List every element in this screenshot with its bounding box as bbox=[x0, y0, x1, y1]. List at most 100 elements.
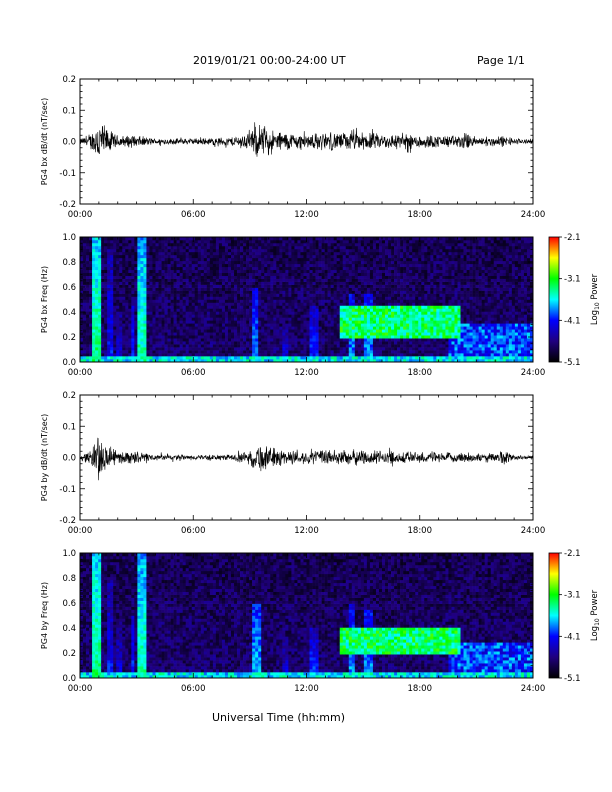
spectrogram-cell bbox=[95, 296, 99, 300]
spectrogram-cell bbox=[197, 314, 202, 318]
spectrogram-cell bbox=[237, 269, 241, 274]
spectrogram-cell bbox=[279, 296, 283, 300]
spectrogram-cell bbox=[191, 281, 196, 285]
spectrogram-cell bbox=[309, 263, 313, 268]
spectrogram-cell bbox=[227, 239, 232, 244]
spectrogram-cell bbox=[240, 359, 244, 363]
spectrogram-cell bbox=[185, 356, 190, 360]
spectrogram-cell bbox=[345, 260, 350, 265]
spectrogram-cell bbox=[176, 266, 180, 271]
spectrogram-cell bbox=[409, 305, 413, 309]
spectrogram-cell bbox=[140, 242, 144, 247]
spectrogram-cell bbox=[357, 239, 362, 244]
spectrogram-cell bbox=[182, 317, 186, 321]
spectrogram-cell bbox=[113, 344, 117, 348]
spectrogram-cell bbox=[321, 266, 325, 271]
spectrogram-cell bbox=[285, 332, 289, 336]
spectrogram-cell bbox=[321, 278, 325, 282]
spectrogram-cell bbox=[95, 248, 99, 253]
spectrogram-cell bbox=[164, 269, 168, 274]
spectrogram-cell bbox=[357, 260, 362, 265]
spectrogram-cell bbox=[415, 281, 419, 285]
spectrogram-cell bbox=[182, 356, 186, 360]
spectrogram-cell bbox=[300, 275, 304, 279]
spectrogram-cell bbox=[255, 257, 259, 262]
spectrogram-cell bbox=[179, 239, 183, 244]
spectrogram-cell bbox=[394, 251, 398, 256]
spectrogram-cell bbox=[357, 317, 362, 321]
spectrogram-cell bbox=[161, 266, 165, 271]
spectrogram-cell bbox=[98, 347, 102, 351]
spectrogram-cell bbox=[176, 251, 180, 256]
spectrogram-cell bbox=[378, 284, 383, 288]
spectrogram-cell bbox=[137, 347, 141, 351]
spectrogram-cell bbox=[107, 266, 111, 271]
spectrogram-cell bbox=[348, 305, 353, 309]
spectrogram-cell bbox=[342, 287, 347, 291]
spectrogram-cell bbox=[137, 251, 141, 256]
spectrogram-cell bbox=[200, 254, 205, 259]
spectrogram-cell bbox=[149, 308, 153, 312]
spectrogram-cell bbox=[86, 284, 90, 288]
spectrogram-cell bbox=[116, 353, 120, 357]
spectrogram-cell bbox=[182, 323, 186, 327]
spectrogram-cell bbox=[176, 263, 180, 268]
spectrogram-cell bbox=[300, 269, 304, 274]
spectrogram-cell bbox=[291, 266, 295, 271]
spectrogram-cell bbox=[200, 308, 205, 312]
spectrogram-cell bbox=[291, 344, 295, 348]
spectrogram-cell bbox=[194, 275, 199, 279]
spectrogram-cell bbox=[360, 305, 365, 309]
spectrogram-cell bbox=[291, 359, 295, 363]
spectrogram-cell bbox=[143, 323, 147, 327]
spectrogram-cell bbox=[155, 254, 159, 259]
spectrogram-cell bbox=[288, 332, 292, 336]
spectrogram-cell bbox=[143, 314, 147, 318]
spectrogram-cell bbox=[116, 266, 120, 271]
spectrogram-cell bbox=[273, 311, 277, 315]
spectrogram-cell bbox=[400, 326, 404, 330]
spectrogram-cell bbox=[161, 335, 165, 339]
spectrogram-cell bbox=[279, 251, 283, 256]
spectrogram-cell bbox=[89, 323, 93, 327]
spectrogram-cell bbox=[212, 326, 217, 330]
spectrogram-cell bbox=[152, 263, 156, 268]
spectrogram-cell bbox=[137, 326, 141, 330]
spectrogram-cell bbox=[412, 320, 416, 324]
spectrogram-cell bbox=[86, 356, 90, 360]
spectrogram-cell bbox=[279, 344, 283, 348]
spectrogram-cell bbox=[385, 293, 389, 297]
spectrogram-cell bbox=[388, 353, 392, 357]
spectrogram-cell bbox=[209, 272, 214, 276]
spectrogram-cell bbox=[212, 254, 217, 259]
spectrogram-cell bbox=[194, 353, 199, 357]
spectrogram-cell bbox=[116, 257, 120, 262]
spectrogram-cell bbox=[412, 326, 416, 330]
spectrogram-cell bbox=[418, 281, 422, 285]
spectrogram-cell bbox=[409, 314, 413, 318]
spectrogram-cell bbox=[372, 320, 377, 324]
spectrogram-cell bbox=[385, 320, 389, 324]
spectrogram-cell bbox=[351, 242, 356, 247]
spectrogram-cell bbox=[158, 275, 162, 279]
spectrogram-cell bbox=[167, 329, 171, 333]
spectrogram-cell bbox=[164, 317, 168, 321]
spectrogram-cell bbox=[131, 299, 135, 303]
spectrogram-cell bbox=[306, 272, 310, 276]
spectrogram-cell bbox=[164, 284, 168, 288]
spectrogram-cell bbox=[279, 326, 283, 330]
spectrogram-cell bbox=[409, 275, 413, 279]
spectrogram-cell bbox=[119, 237, 123, 241]
spectrogram-cell bbox=[300, 296, 304, 300]
spectrogram-cell bbox=[391, 251, 395, 256]
spectrogram-cell bbox=[348, 323, 353, 327]
spectrogram-cell bbox=[206, 263, 211, 268]
spectrogram-cell bbox=[122, 311, 126, 315]
spectrogram-cell bbox=[152, 237, 156, 241]
spectrogram-cell bbox=[179, 251, 183, 256]
spectrogram-cell bbox=[357, 248, 362, 253]
spectrogram-cell bbox=[421, 350, 425, 354]
spectrogram-cell bbox=[306, 269, 310, 274]
spectrogram-cell bbox=[375, 254, 380, 259]
spectrogram-cell bbox=[382, 311, 386, 315]
